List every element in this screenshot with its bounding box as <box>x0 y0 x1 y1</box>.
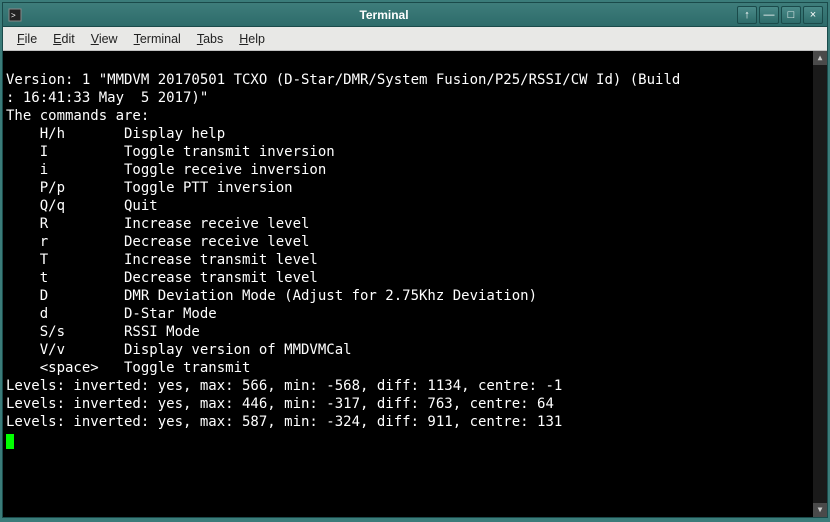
command-row: T Increase transmit level <box>6 251 824 269</box>
scroll-track[interactable] <box>813 65 827 503</box>
version-line: Version: 1 "MMDVM 20170501 TCXO (D-Star/… <box>6 72 680 88</box>
command-row: r Decrease receive level <box>6 233 824 251</box>
command-row: t Decrease transmit level <box>6 269 824 287</box>
app-icon: > <box>7 7 23 23</box>
minimize-button[interactable]: — <box>759 6 779 24</box>
command-row: V/v Display version of MMDVMCal <box>6 341 824 359</box>
levels-line: Levels: inverted: yes, max: 446, min: -3… <box>6 395 824 413</box>
menu-terminal[interactable]: Terminal <box>126 30 189 48</box>
cursor <box>6 434 14 449</box>
stick-button[interactable]: ↑ <box>737 6 757 24</box>
menu-help[interactable]: Help <box>231 30 273 48</box>
command-row: S/s RSSI Mode <box>6 323 824 341</box>
command-row: <space> Toggle transmit <box>6 359 824 377</box>
maximize-button[interactable]: □ <box>781 6 801 24</box>
command-row: D DMR Deviation Mode (Adjust for 2.75Khz… <box>6 287 824 305</box>
commands-header: The commands are: <box>6 108 149 124</box>
command-row: i Toggle receive inversion <box>6 161 824 179</box>
window-title: Terminal <box>31 8 737 22</box>
levels-line: Levels: inverted: yes, max: 587, min: -3… <box>6 413 824 431</box>
command-row: P/p Toggle PTT inversion <box>6 179 824 197</box>
levels-list: Levels: inverted: yes, max: 566, min: -5… <box>6 377 824 431</box>
menu-file[interactable]: File <box>9 30 45 48</box>
command-row: Q/q Quit <box>6 197 824 215</box>
commands-list: H/h Display help I Toggle transmit inver… <box>6 125 824 377</box>
levels-line: Levels: inverted: yes, max: 566, min: -5… <box>6 377 824 395</box>
command-row: H/h Display help <box>6 125 824 143</box>
menu-view[interactable]: View <box>83 30 126 48</box>
scrollbar[interactable]: ▲ ▼ <box>813 51 827 517</box>
menu-edit[interactable]: Edit <box>45 30 83 48</box>
terminal-output[interactable]: Version: 1 "MMDVM 20170501 TCXO (D-Star/… <box>3 51 827 517</box>
terminal-window: > Terminal ↑ — □ × File Edit View Termin… <box>2 2 828 518</box>
command-row: d D-Star Mode <box>6 305 824 323</box>
menu-tabs[interactable]: Tabs <box>189 30 231 48</box>
menubar: File Edit View Terminal Tabs Help <box>3 27 827 51</box>
close-button[interactable]: × <box>803 6 823 24</box>
command-row: I Toggle transmit inversion <box>6 143 824 161</box>
command-row: R Increase receive level <box>6 215 824 233</box>
version-line: : 16:41:33 May 5 2017)" <box>6 90 208 106</box>
scroll-up-icon[interactable]: ▲ <box>813 51 827 65</box>
scroll-down-icon[interactable]: ▼ <box>813 503 827 517</box>
titlebar[interactable]: > Terminal ↑ — □ × <box>3 3 827 27</box>
window-controls: ↑ — □ × <box>737 6 823 24</box>
svg-text:>: > <box>11 11 16 20</box>
